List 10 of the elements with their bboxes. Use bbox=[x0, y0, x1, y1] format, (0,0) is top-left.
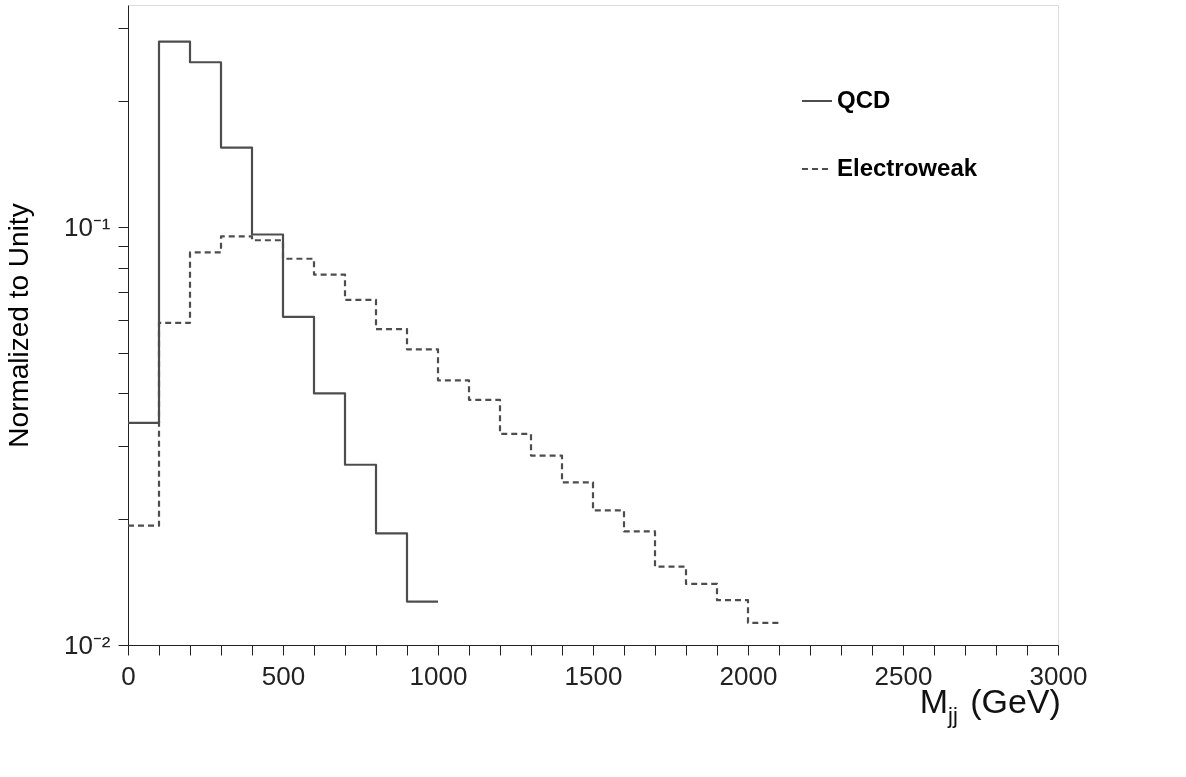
x-tick-label: 0 bbox=[121, 660, 136, 691]
y-tick-label: 10⁻² bbox=[63, 629, 111, 660]
x-tick-label: 2000 bbox=[719, 660, 778, 691]
x-tick-label: 1000 bbox=[409, 660, 468, 691]
x-tick-label: 500 bbox=[261, 660, 306, 691]
y-tick-label: 10⁻¹ bbox=[63, 211, 111, 242]
legend-label: QCD bbox=[837, 86, 891, 113]
legend-label: Electroweak bbox=[837, 154, 978, 181]
x-tick-label: 1500 bbox=[564, 660, 623, 691]
y-axis-title: Normalized to Unity bbox=[2, 203, 34, 448]
